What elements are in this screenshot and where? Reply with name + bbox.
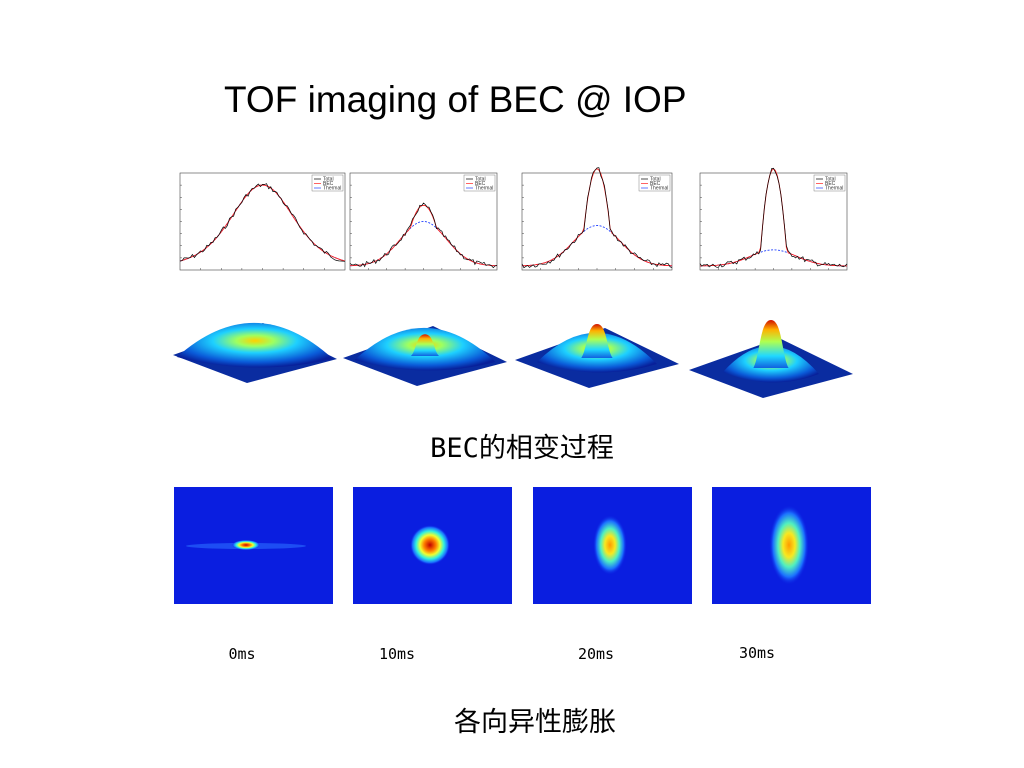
legend-label: BEC — [825, 181, 836, 187]
bec-curve — [521, 168, 673, 267]
legend-label: Total — [825, 177, 836, 183]
density-surfaces — [173, 320, 853, 398]
legend-label: Thermal — [475, 186, 493, 192]
absorption-images — [174, 487, 871, 604]
time-label: 0ms — [228, 645, 255, 663]
atom-cloud — [232, 540, 260, 550]
legend-label: BEC — [650, 181, 661, 187]
legend-label: Total — [650, 177, 661, 183]
surface-mound — [177, 322, 333, 368]
total-curve — [521, 167, 673, 269]
atom-cloud — [410, 525, 450, 565]
total-curve — [699, 167, 848, 268]
time-label: 20ms — [578, 645, 614, 663]
legend-label: Thermal — [323, 186, 341, 192]
total-curve — [179, 183, 346, 262]
total-curve — [349, 202, 498, 269]
profile-plots: TotalBECThermalTotalBECThermalTotalBECTh… — [179, 167, 848, 271]
legend-label: BEC — [323, 181, 334, 187]
slide-title: TOF imaging of BEC @ IOP — [224, 79, 687, 120]
time-label: 10ms — [379, 645, 415, 663]
atom-cloud — [769, 505, 809, 585]
surface-peak — [411, 334, 439, 356]
legend-label: Thermal — [650, 186, 668, 192]
legend-label: Thermal — [825, 186, 843, 192]
time-label: 30ms — [739, 644, 775, 662]
legend-label: Total — [323, 177, 334, 183]
legend-label: BEC — [475, 181, 486, 187]
caption: BEC的相变过程 — [430, 433, 614, 464]
atom-cloud — [593, 515, 627, 575]
surface-peak — [753, 320, 789, 368]
caption: 各向异性膨胀 — [454, 707, 616, 738]
surface-peak — [581, 324, 613, 358]
legend-label: Total — [475, 177, 486, 183]
